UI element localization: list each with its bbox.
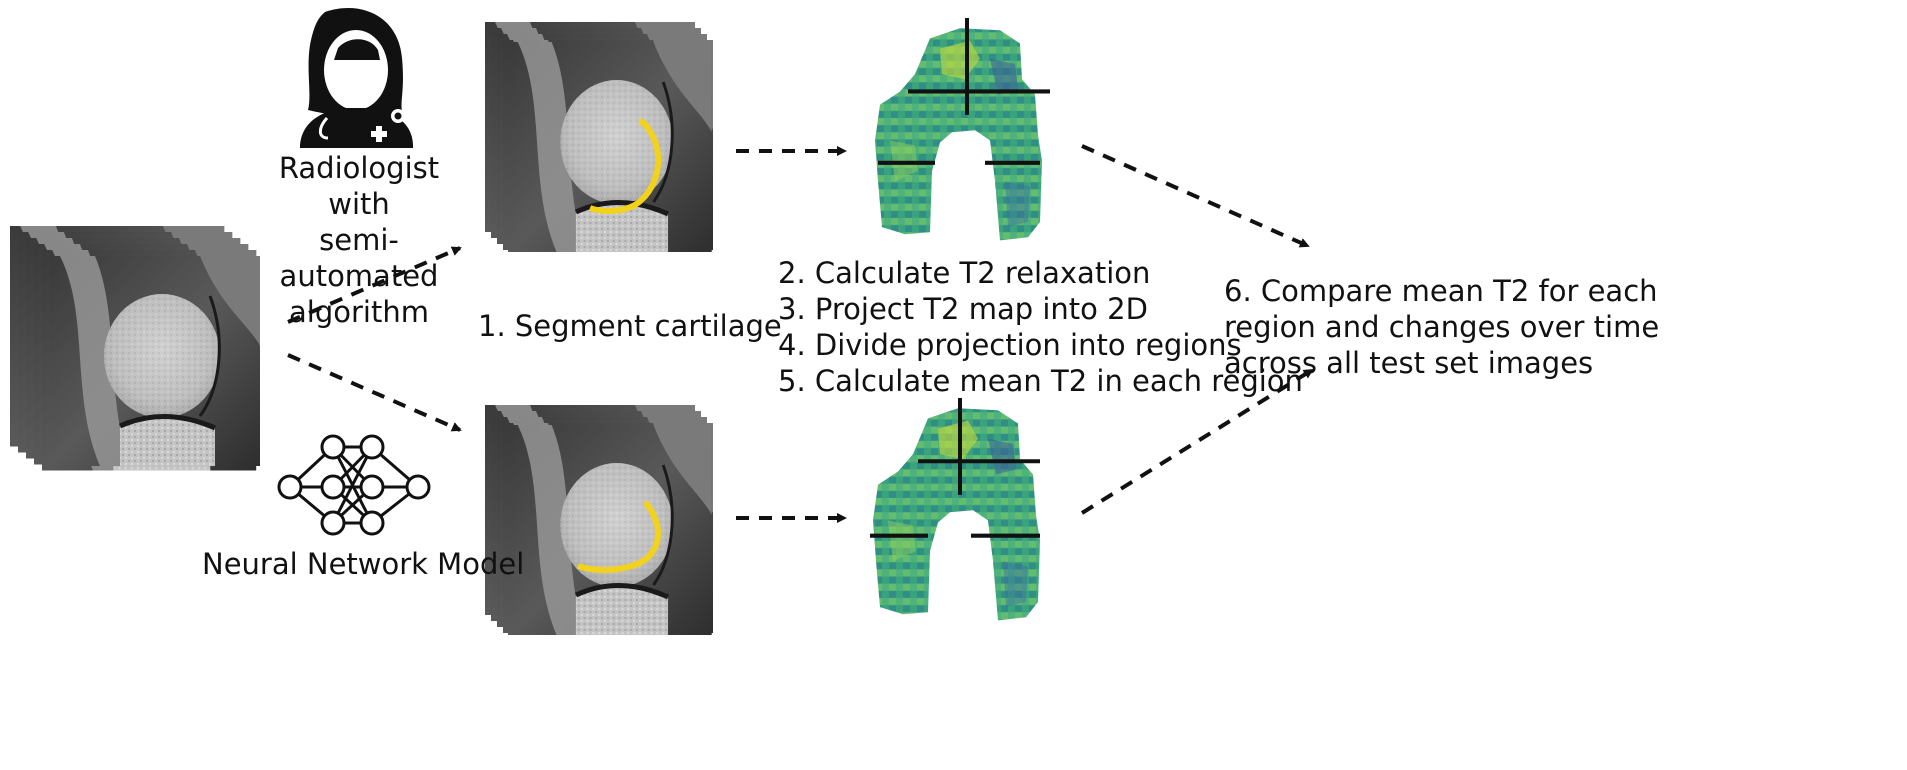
cartilage-segmentation	[588, 117, 662, 214]
arrow-input-to-bottom	[287, 353, 462, 432]
input-mri-stack	[10, 226, 260, 471]
step6-line: region and changes over time	[1224, 310, 1660, 344]
radiologist-label: Radiologist with semi-automated algorith…	[244, 150, 474, 330]
step-line: 5. Calculate mean T2 in each region	[778, 364, 1303, 398]
step-line: 2. Calculate T2 relaxation	[778, 256, 1151, 290]
doctor-icon	[300, 8, 413, 148]
t2-map-model	[870, 398, 1040, 621]
neural-network-icon	[277, 434, 431, 536]
step6-line: across all test set images	[1224, 346, 1594, 380]
radiologist-label-line: Radiologist with	[278, 151, 440, 221]
radiologist-label-line: semi-automated	[279, 223, 439, 293]
steps-middle: 2. Calculate T2 relaxation 3. Project T2…	[778, 255, 1303, 399]
model-segmentation-stack	[485, 405, 713, 635]
step1-label: 1. Segment cartilage	[478, 309, 782, 343]
step-line: 3. Project T2 map into 2D	[778, 292, 1148, 326]
flow-arrows	[287, 144, 1314, 523]
t2-map-radiologist	[875, 18, 1050, 241]
radiologist-label-line: algorithm	[289, 295, 429, 329]
step6-label: 6. Compare mean T2 for each region and c…	[1224, 273, 1659, 381]
cartilage-segmentation	[577, 500, 661, 573]
arrow-input-to-top	[287, 246, 462, 324]
arrow-t2-top-to-compare	[1081, 144, 1310, 248]
radiologist-segmentation-stack	[485, 22, 713, 252]
neural-network-label: Neural Network Model	[202, 547, 525, 581]
step6-line: 6. Compare mean T2 for each	[1224, 274, 1658, 308]
step-line: 4. Divide projection into regions	[778, 328, 1242, 362]
